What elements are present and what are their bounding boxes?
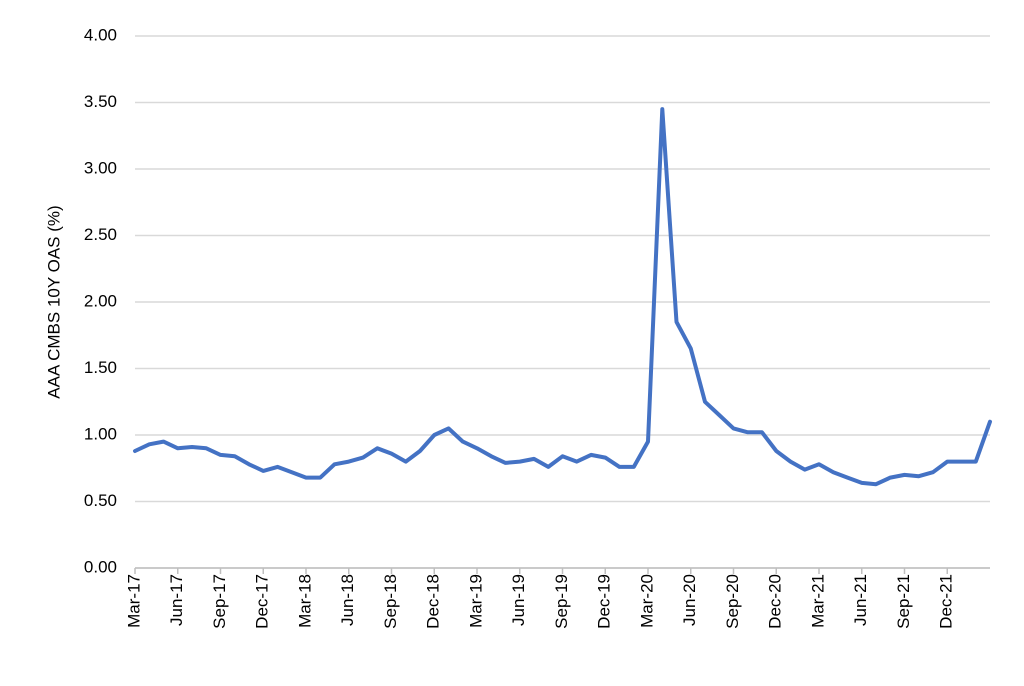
x-tick-label: Dec-20 <box>766 574 785 629</box>
y-tick-label: 0.00 <box>84 557 117 576</box>
x-tick-label: Sep-21 <box>894 574 913 629</box>
y-tick-label: 1.00 <box>84 424 117 443</box>
y-axis-label: AAA CMBS 10Y OAS (%) <box>44 205 63 398</box>
x-tick-label: Sep-17 <box>210 574 229 629</box>
x-tick-label: Sep-19 <box>552 574 571 629</box>
x-tick-label: Mar-17 <box>124 574 143 628</box>
x-tick-label: Jun-19 <box>509 574 528 626</box>
x-tick-label: Dec-18 <box>424 574 443 629</box>
x-tick-label: Jun-21 <box>851 574 870 626</box>
x-tick-label: Mar-21 <box>808 574 827 628</box>
data-line <box>133 107 992 487</box>
x-tick-label: Mar-18 <box>295 574 314 628</box>
x-tick-label: Sep-20 <box>723 574 742 629</box>
x-tick-label: Dec-19 <box>595 574 614 629</box>
y-tick-label: 4.00 <box>84 25 117 44</box>
y-tick-label: 2.00 <box>84 291 117 310</box>
x-tick-label: Dec-17 <box>253 574 272 629</box>
y-tick-label: 0.50 <box>84 491 117 510</box>
x-tick-label: Jun-17 <box>167 574 186 626</box>
x-tick-label: Jun-18 <box>338 574 357 626</box>
x-tick-label: Jun-20 <box>680 574 699 626</box>
x-tick-label: Mar-19 <box>466 574 485 628</box>
y-tick-label: 3.50 <box>84 92 117 111</box>
x-tick-label: Mar-20 <box>637 574 656 628</box>
y-tick-label: 3.00 <box>84 158 117 177</box>
y-tick-label: 1.50 <box>84 358 117 377</box>
y-tick-label: 2.50 <box>84 225 117 244</box>
x-tick-label: Dec-21 <box>937 574 956 629</box>
x-tick-label: Sep-18 <box>381 574 400 629</box>
